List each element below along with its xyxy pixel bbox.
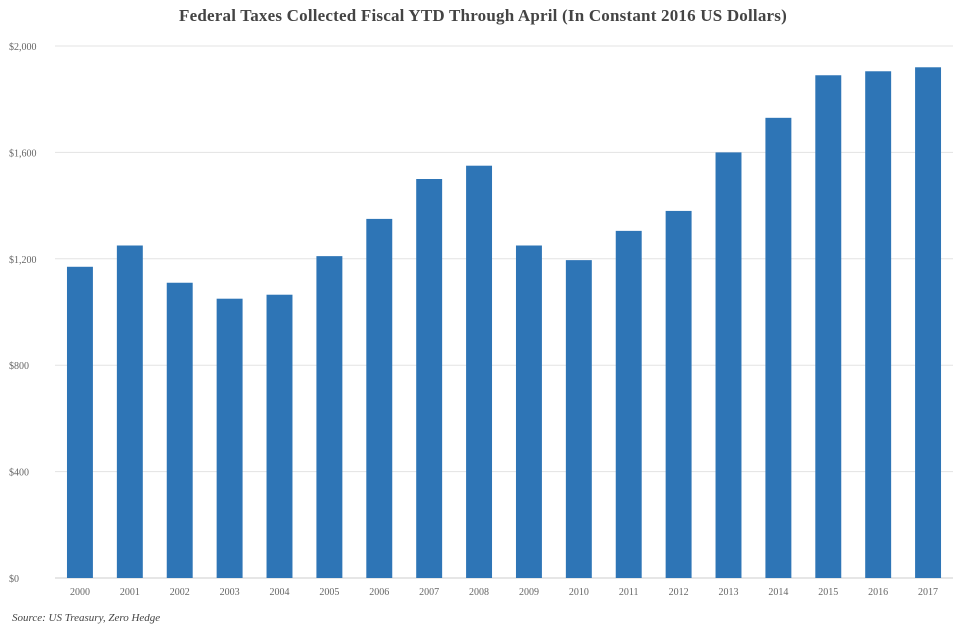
bar — [765, 117, 792, 578]
x-tick-label: 2009 — [519, 587, 539, 598]
bar — [66, 266, 93, 578]
bar — [515, 245, 542, 578]
x-tick-label: 2002 — [170, 587, 190, 598]
x-tick-label: 2012 — [669, 587, 689, 598]
bar — [466, 165, 493, 578]
bar — [366, 218, 393, 578]
bar — [715, 152, 742, 578]
y-tick-label: $1,600 — [9, 148, 37, 159]
bar — [266, 294, 293, 578]
bar — [416, 179, 443, 578]
x-tick-label: 2016 — [868, 587, 888, 598]
x-tick-label: 2017 — [918, 587, 938, 598]
bar — [615, 230, 642, 578]
y-tick-label: $800 — [9, 361, 29, 372]
x-tick-label: 2007 — [419, 587, 439, 598]
x-tick-label: 2013 — [719, 587, 739, 598]
x-tick-label: 2003 — [220, 587, 240, 598]
x-tick-label: 2011 — [619, 587, 639, 598]
y-tick-label: $2,000 — [9, 42, 37, 53]
x-tick-label: 2000 — [70, 587, 90, 598]
x-tick-label: 2010 — [569, 587, 589, 598]
bar — [915, 67, 942, 578]
bar — [865, 71, 892, 579]
source-note: Source: US Treasury, Zero Hedge — [12, 612, 161, 624]
x-tick-label: 2014 — [768, 587, 788, 598]
bar — [565, 260, 592, 578]
bar — [665, 210, 692, 579]
x-tick-label: 2005 — [319, 587, 339, 598]
y-tick-label: $400 — [9, 468, 29, 479]
y-tick-label: $1,200 — [9, 255, 37, 266]
x-tick-label: 2006 — [369, 587, 389, 598]
x-tick-label: 2015 — [818, 587, 838, 598]
x-tick-label: 2004 — [270, 587, 290, 598]
bar — [116, 245, 143, 578]
y-tick-label: $0 — [9, 574, 19, 585]
bar — [216, 298, 243, 578]
bar — [166, 282, 193, 578]
x-tick-label: 2008 — [469, 587, 489, 598]
x-tick-label: 2001 — [120, 587, 140, 598]
bar — [815, 75, 842, 578]
bar — [316, 256, 343, 578]
chart-title: Federal Taxes Collected Fiscal YTD Throu… — [179, 6, 787, 25]
